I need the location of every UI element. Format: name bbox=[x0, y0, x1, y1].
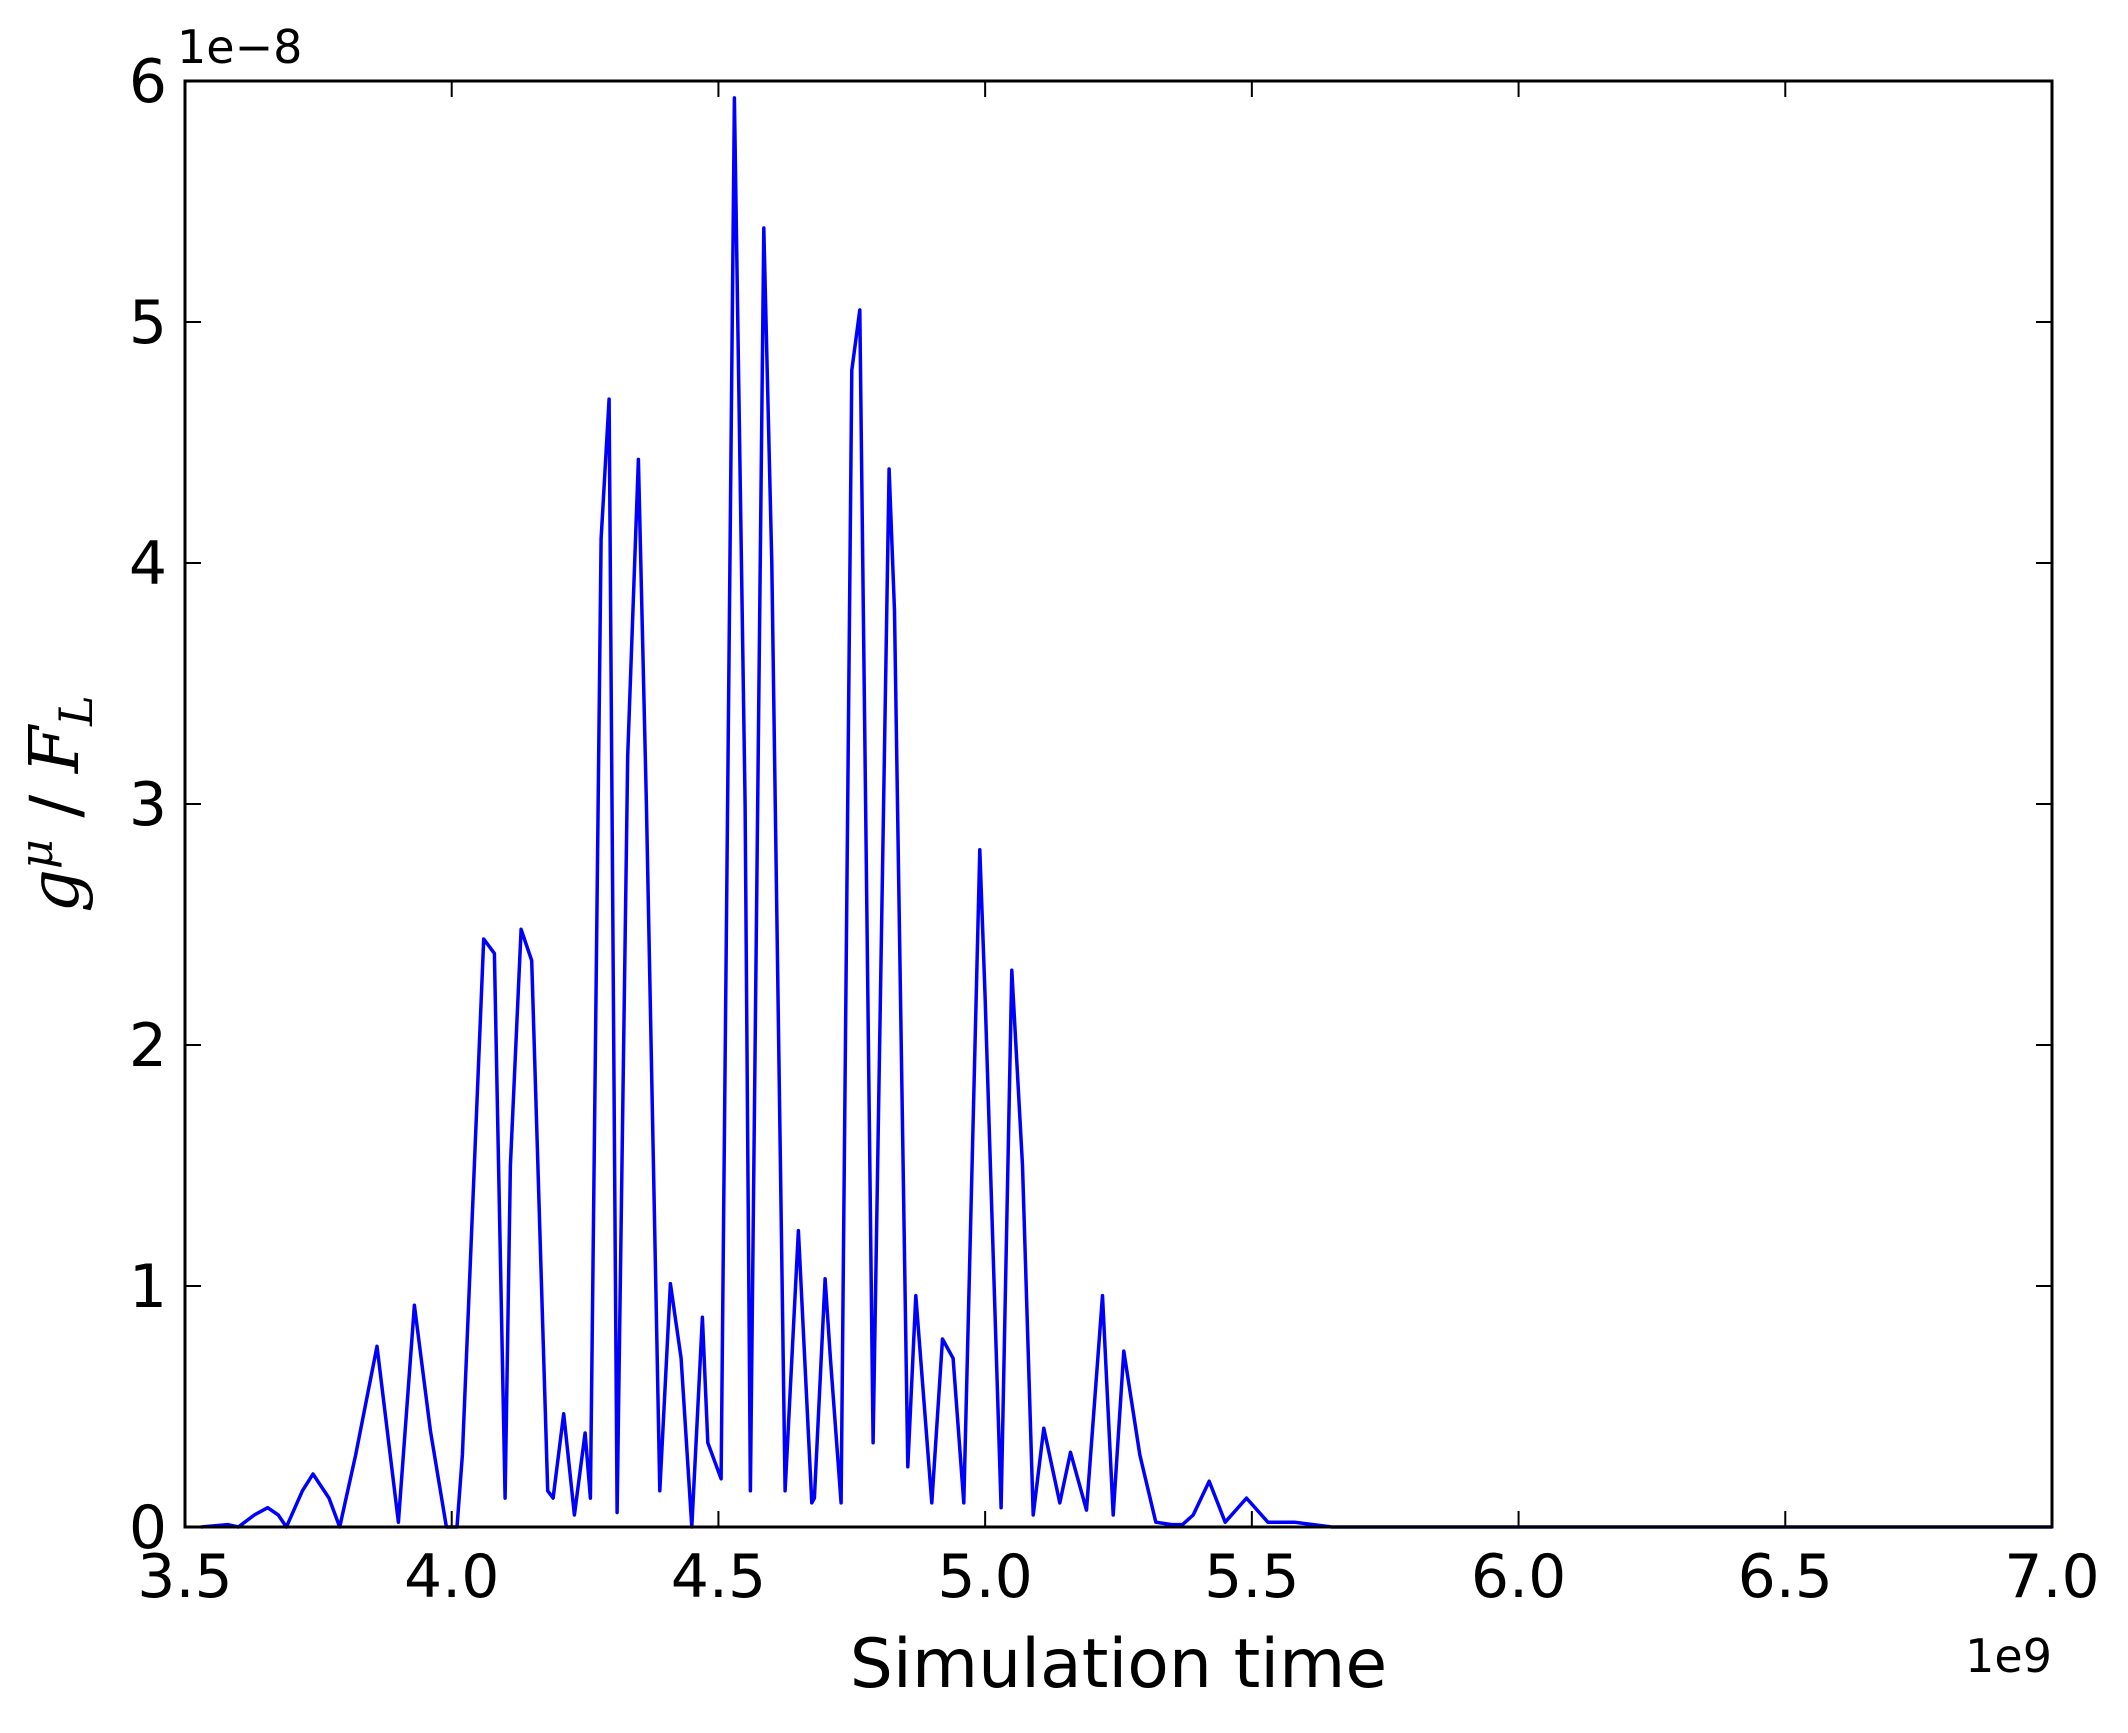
y-tick-label: 6 bbox=[129, 47, 167, 117]
y-tick-labels: 0 1 2 3 4 5 6 bbox=[129, 47, 167, 1563]
y-tick-label: 1 bbox=[129, 1252, 167, 1322]
y-tick-label: 0 bbox=[129, 1493, 167, 1563]
y-label-denom: F bbox=[16, 723, 95, 775]
x-tick-label: 6.0 bbox=[1471, 1542, 1566, 1612]
plot-frame bbox=[183, 79, 2054, 1529]
y-axis-label: gμ / FL bbox=[9, 695, 103, 912]
x-tick-label: 3.5 bbox=[137, 1542, 232, 1612]
x-tick-label: 7.0 bbox=[2004, 1542, 2099, 1612]
x-tick-label: 4.5 bbox=[671, 1542, 766, 1612]
y-tick-label: 5 bbox=[129, 288, 167, 358]
svg-text:gμ / FL: gμ / FL bbox=[9, 695, 103, 912]
x-tick-label: 5.0 bbox=[937, 1542, 1032, 1612]
y-tick-label: 2 bbox=[129, 1011, 167, 1081]
y-label-sub: L bbox=[49, 695, 103, 727]
x-axis-label: Simulation time bbox=[850, 1625, 1387, 1704]
x-offset-label: 1e9 bbox=[1965, 1629, 2052, 1683]
x-tick-label: 4.0 bbox=[404, 1542, 499, 1612]
y-label-separator: / bbox=[16, 773, 95, 839]
y-label-g: g bbox=[16, 869, 95, 913]
x-tick-label: 5.5 bbox=[1204, 1542, 1299, 1612]
y-tick-label: 4 bbox=[129, 529, 167, 599]
y-offset-label: 1e−8 bbox=[177, 20, 302, 74]
x-tick-labels: 3.5 4.0 4.5 5.0 5.5 6.0 6.5 7.0 bbox=[137, 1542, 2099, 1612]
y-tick-label: 3 bbox=[129, 770, 167, 840]
x-tick-label: 6.5 bbox=[1738, 1542, 1833, 1612]
y-label-sup: μ bbox=[9, 839, 63, 869]
series-line bbox=[200, 96, 2052, 1529]
